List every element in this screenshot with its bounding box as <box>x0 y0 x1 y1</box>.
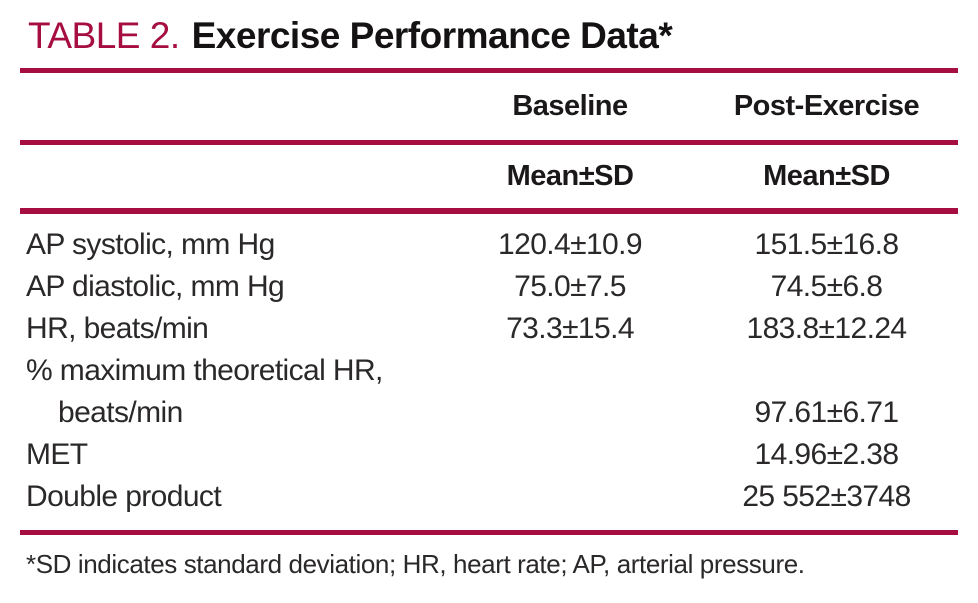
post-exercise-value: 183.8±12.24 <box>746 312 907 345</box>
row-label: Double product <box>26 480 222 513</box>
column-header-baseline: Baseline <box>512 90 628 122</box>
subheader-row: Mean±SD Mean±SD <box>20 145 958 208</box>
post-exercise-value: 151.5±16.8 <box>754 228 900 261</box>
table-row: Double product 25 552±3748 <box>20 476 958 518</box>
post-exercise-value: 14.96±2.38 <box>754 438 900 471</box>
post-exercise-value: 25 552±3748 <box>742 480 911 513</box>
table-number: TABLE 2. <box>28 15 180 56</box>
row-label: beats/min <box>58 396 183 429</box>
column-group-header-row: Baseline Post-Exercise <box>20 73 958 140</box>
column-header-post-exercise: Post-Exercise <box>733 90 920 122</box>
rule-above-footnote <box>20 530 958 535</box>
table-row: AP diastolic, mm Hg 75.0±7.5 74.5±6.8 <box>20 266 958 308</box>
table-title-asterisk: * <box>658 15 673 56</box>
rule-under-title <box>20 68 958 73</box>
post-exercise-value: 74.5±6.8 <box>770 270 883 303</box>
table-title: TABLE 2. Exercise Performance Data* <box>28 14 958 58</box>
row-label: % maximum theoretical HR, <box>26 354 383 387</box>
row-label: MET <box>26 438 88 471</box>
post-exercise-value: 97.61±6.71 <box>754 396 900 429</box>
row-label: HR, beats/min <box>26 312 209 345</box>
rule-under-column-groups <box>20 140 958 145</box>
table-name: Exercise Performance Data <box>191 15 659 56</box>
table-row: beats/min 97.61±6.71 <box>20 392 958 434</box>
baseline-value: 120.4±10.9 <box>498 228 643 261</box>
row-label: AP diastolic, mm Hg <box>26 270 285 303</box>
table-row: % maximum theoretical HR, <box>20 350 958 392</box>
rule-under-subheaders <box>20 208 958 214</box>
table-row: MET 14.96±2.38 <box>20 434 958 476</box>
subheader-baseline-mean-sd: Mean±SD <box>506 160 634 192</box>
row-label: AP systolic, mm Hg <box>26 228 275 261</box>
baseline-value: 75.0±7.5 <box>514 270 626 303</box>
table-row: AP systolic, mm Hg 120.4±10.9 151.5±16.8 <box>20 224 958 266</box>
table-body: AP systolic, mm Hg 120.4±10.9 151.5±16.8… <box>20 214 958 530</box>
table-footnote: *SD indicates standard deviation; HR, he… <box>26 549 805 579</box>
subheader-post-exercise-mean-sd: Mean±SD <box>763 160 890 192</box>
table-row: HR, beats/min 73.3±15.4 183.8±12.24 <box>20 308 958 350</box>
baseline-value: 73.3±15.4 <box>506 312 634 345</box>
